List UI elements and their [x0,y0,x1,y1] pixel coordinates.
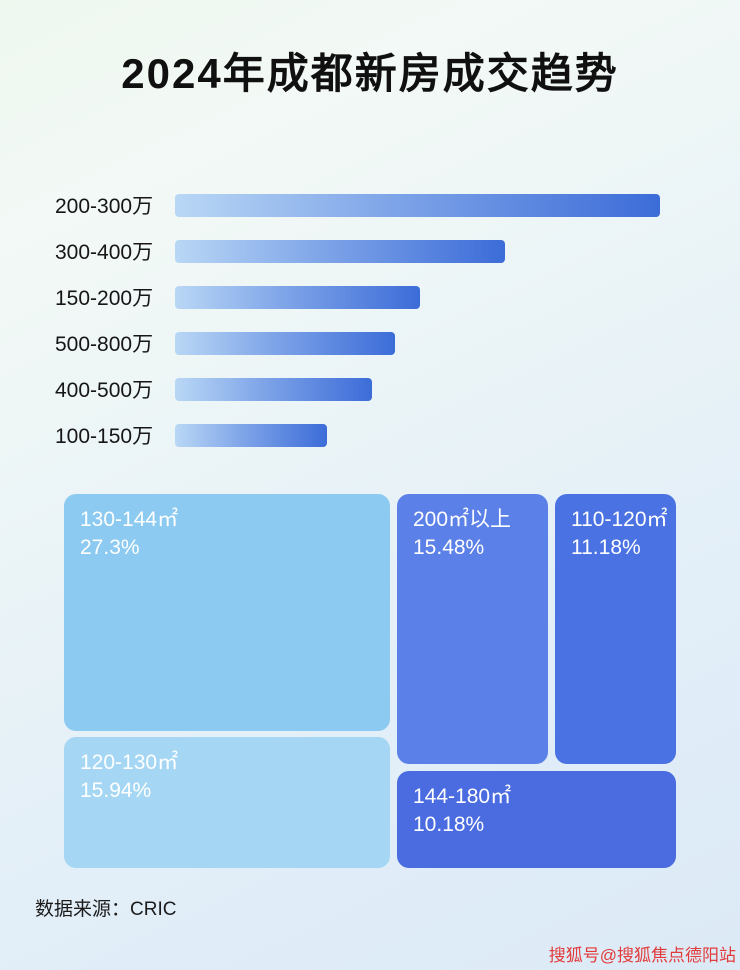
treemap-label: 144-180㎡ [413,785,512,808]
bar-category-label: 100-150万 [55,425,154,448]
treemap-label: 120-130㎡ [80,751,179,774]
bar-row: 150-200万 [55,274,695,320]
treemap-value: 11.18% [571,536,641,560]
data-source: 数据来源：CRIC [35,899,177,920]
bar-300-400 [175,239,505,263]
treemap-value: 15.48% [413,536,485,560]
area-share-treemap: 130-144㎡ 27.3% 120-130㎡ 15.94% 200㎡以上 15… [64,494,676,868]
bar-category-label: 200-300万 [55,195,154,218]
bar-row: 500-800万 [55,320,695,366]
treemap-block-200-plus: 200㎡以上 15.48% [397,494,548,764]
bar-track [175,193,660,217]
bar-category-label: 150-200万 [55,287,154,310]
bar-track [175,285,660,309]
bar-200-300 [175,193,660,217]
page-title: 2024年成都新房成交趋势 [121,50,619,97]
treemap-block-120-130: 120-130㎡ 15.94% [64,737,390,868]
treemap-value: 10.18% [413,813,485,837]
bar-150-200 [175,285,420,309]
bar-400-500 [175,377,372,401]
treemap-label: 110-120㎡ [571,508,668,531]
bar-100-150 [175,423,327,447]
bar-row: 100-150万 [55,412,695,458]
bar-category-label: 500-800万 [55,333,154,356]
watermark: 搜狐号@搜狐焦点德阳站 [548,946,736,965]
bar-track [175,331,660,355]
bar-track [175,377,660,401]
treemap-block-130-144: 130-144㎡ 27.3% [64,494,390,731]
treemap-block-110-120: 110-120㎡ 11.18% [555,494,676,764]
bar-row: 200-300万 [55,182,695,228]
treemap-value: 27.3% [80,536,140,560]
bar-category-label: 300-400万 [55,241,154,264]
bar-category-label: 400-500万 [55,379,154,402]
bar-track [175,239,660,263]
treemap-label: 130-144㎡ [80,508,179,531]
treemap-value: 15.94% [80,779,152,803]
bar-500-800 [175,331,396,355]
bar-track [175,423,660,447]
bar-row: 300-400万 [55,228,695,274]
treemap-label: 200㎡以上 [413,508,512,531]
bar-row: 400-500万 [55,366,695,412]
treemap-block-144-180: 144-180㎡ 10.18% [397,771,676,868]
price-range-bar-chart: 200-300万 300-400万 150-200万 500-800万 400-… [55,182,695,458]
